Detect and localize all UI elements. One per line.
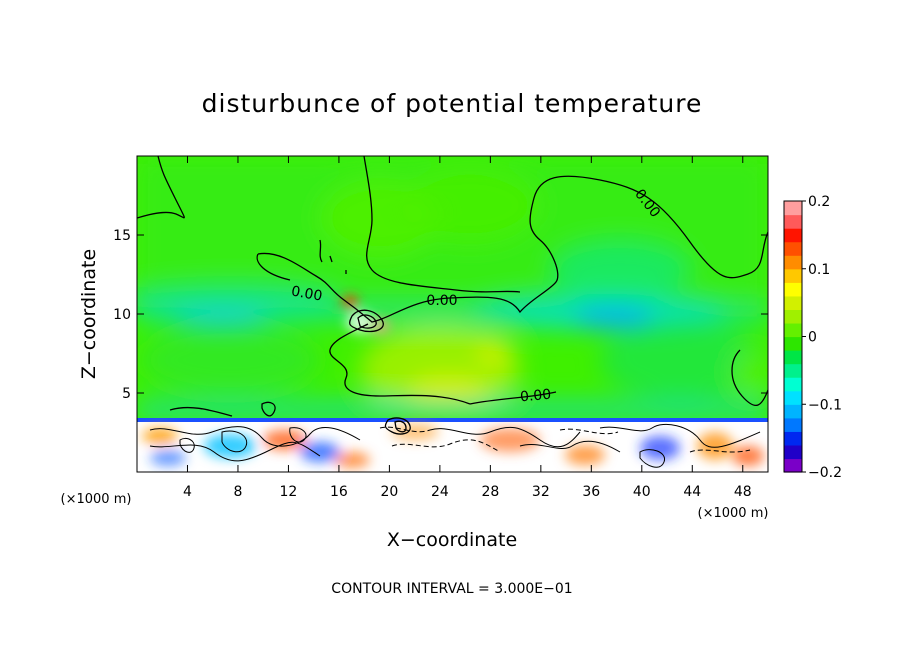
contour-label: 0.00	[426, 293, 457, 309]
contour-label: 0.00	[290, 283, 323, 304]
contour-label: 0.00	[519, 387, 551, 406]
x-tick-label: 24	[431, 484, 449, 500]
colorbar-segment	[784, 241, 802, 256]
colorbar-segment	[784, 309, 802, 324]
colorbar-tick-label: 0	[808, 330, 817, 346]
x-tick-label: 12	[280, 484, 298, 500]
x-tick-label: 32	[532, 484, 550, 500]
x-unit-right: (×1000 m)	[698, 506, 769, 521]
colorbar: −0.2 −0.1 0 0.1 0.2	[783, 194, 842, 481]
colorbar-tick-label: 0.2	[808, 194, 830, 210]
colorbar-segment	[784, 322, 802, 338]
x-tick-label: 44	[683, 484, 701, 500]
colorbar-segment	[784, 214, 802, 229]
colorbar-tick-label: 0.1	[808, 262, 830, 278]
x-tick-label: 16	[330, 484, 348, 500]
boundary-layer	[137, 418, 768, 472]
colorbar-tick-label: −0.2	[808, 465, 842, 481]
y-tick-label: 15	[113, 228, 131, 244]
x-unit-left: (×1000 m)	[61, 492, 132, 507]
colorbar-segment	[784, 336, 802, 351]
contour-interval-note: CONTOUR INTERVAL = 3.000E−01	[331, 581, 572, 597]
contour-lines	[137, 156, 768, 435]
x-tick-label: 4	[183, 484, 192, 500]
x-tick-label: 8	[233, 484, 242, 500]
colorbar-segment	[784, 390, 802, 405]
x-tick-label: 28	[481, 484, 499, 500]
colorbar-segment	[784, 295, 802, 310]
x-axis-label: X−coordinate	[387, 529, 517, 551]
x-tick-label: 40	[633, 484, 651, 500]
x-tick-label: 20	[380, 484, 398, 500]
colorbar-segment	[784, 201, 802, 216]
chart-title: disturbunce of potential temperature	[202, 89, 703, 118]
x-tick-label: 48	[734, 484, 752, 500]
colorbar-segment	[784, 268, 802, 283]
colorbar-tick-label: −0.1	[808, 397, 842, 413]
x-tick-label: 36	[582, 484, 600, 500]
colorbar-segment	[784, 444, 802, 460]
colorbar-segment	[784, 255, 802, 270]
y-axis-label: Z−coordinate	[78, 249, 100, 379]
x-axis: 4 8 12 16 20 24 28 32 36 40 44 48	[183, 156, 752, 500]
y-tick-label: 10	[113, 307, 131, 323]
y-axis: 5 10 15	[113, 228, 768, 402]
heatmap-field	[137, 156, 768, 472]
y-tick-label: 5	[122, 386, 131, 402]
colorbar-segment	[784, 431, 802, 446]
colorbar-segment	[784, 350, 802, 365]
colorbar-segment	[784, 228, 802, 243]
colorbar-segment	[784, 458, 802, 473]
colorbar-segment	[784, 404, 802, 419]
colorbar-segment	[784, 417, 802, 432]
colorbar-segment	[784, 282, 802, 297]
colorbar-segment	[784, 363, 802, 378]
upper-field-shading	[137, 156, 768, 420]
colorbar-segment	[784, 377, 802, 392]
